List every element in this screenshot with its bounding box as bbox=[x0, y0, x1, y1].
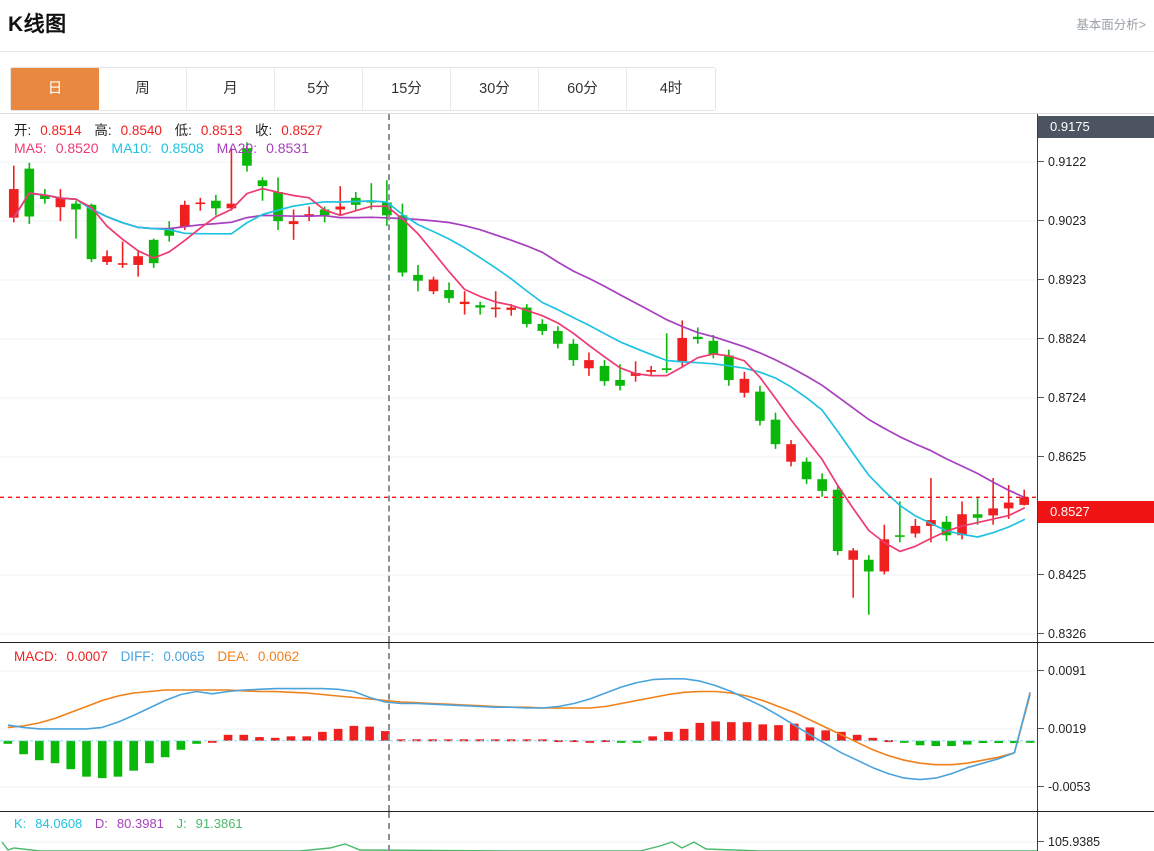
tab-4hour[interactable]: 4时 bbox=[627, 68, 715, 110]
crosshair-vertical-line-kdj bbox=[388, 812, 390, 851]
ma10-value: 0.8508 bbox=[160, 140, 204, 156]
kdj-k-value: 84.0608 bbox=[35, 816, 83, 831]
price-tick-label: 0.9122 bbox=[1048, 155, 1087, 169]
kdj-tick-label: 105.9385 bbox=[1048, 835, 1101, 849]
kdj-j-value: 91.3861 bbox=[195, 816, 243, 831]
tab-5min[interactable]: 5分 bbox=[275, 68, 363, 110]
kdj-plot-area[interactable] bbox=[0, 812, 1038, 851]
kdj-j-label: J: bbox=[176, 816, 187, 831]
price-tick-label: 0.8326 bbox=[1048, 627, 1087, 641]
price-tick-4: 0.8724 bbox=[1038, 390, 1154, 406]
tab-week[interactable]: 周 bbox=[99, 68, 187, 110]
crosshair-vertical-line-macd bbox=[388, 643, 390, 811]
open-value: 0.8514 bbox=[40, 123, 82, 138]
kdj-tick-0: 105.9385 bbox=[1038, 834, 1154, 850]
kdj-legend: K: 84.0608 D: 80.3981 J: 91.3861 bbox=[14, 816, 252, 831]
price-tick-label: 0.8824 bbox=[1048, 332, 1087, 346]
price-tick-7: 0.8326 bbox=[1038, 626, 1154, 642]
candlestick-svg bbox=[0, 142, 1038, 635]
close-value: 0.8527 bbox=[281, 123, 323, 138]
ohlc-legend: 开: 0.8514 高: 0.8540 低: 0.8513 收: 0.8527 bbox=[14, 119, 332, 139]
ma20-label: MA20: bbox=[216, 140, 258, 156]
price-tick-6: 0.8425 bbox=[1038, 567, 1154, 583]
high-value: 0.8540 bbox=[120, 123, 162, 138]
tab-60min[interactable]: 60分 bbox=[539, 68, 627, 110]
ma20-value: 0.8531 bbox=[266, 140, 309, 156]
current-price-badge: 0.8527 bbox=[1038, 501, 1154, 523]
price-tick-label: 0.8724 bbox=[1048, 391, 1087, 405]
price-tick-1: 0.9023 bbox=[1038, 213, 1154, 229]
chart-container: 开: 0.8514 高: 0.8540 低: 0.8513 收: 0.8527 MA5:… bbox=[0, 113, 1154, 851]
macd-value: 0.0007 bbox=[66, 649, 108, 664]
price-tick-label: 0.8425 bbox=[1048, 568, 1087, 582]
macd-tick-label: -0.0053 bbox=[1048, 780, 1091, 794]
price-tick-label: 0.8625 bbox=[1048, 450, 1087, 464]
macd-tick-label: 0.0091 bbox=[1048, 664, 1087, 678]
diff-label: DIFF: bbox=[120, 649, 155, 664]
ma5-label: MA5: bbox=[14, 140, 47, 156]
low-value: 0.8513 bbox=[200, 123, 243, 138]
tab-month[interactable]: 月 bbox=[187, 68, 275, 110]
kdj-svg bbox=[0, 841, 1038, 851]
kdj-panel[interactable]: K: 84.0608 D: 80.3981 J: 91.3861 105.9385 bbox=[0, 812, 1154, 851]
macd-legend: MACD: 0.0007 DIFF: 0.0065 DEA: 0.0062 bbox=[14, 649, 308, 664]
price-tick-label: 0.9023 bbox=[1048, 214, 1087, 228]
crosshair-vertical-line bbox=[388, 114, 390, 642]
timeframe-tabbar: 日 周 月 5分 15分 30分 60分 4时 bbox=[10, 67, 716, 111]
candlestick-panel[interactable]: 开: 0.8514 高: 0.8540 低: 0.8513 收: 0.8527 MA5:… bbox=[0, 113, 1154, 643]
page-header: K线图 基本面分析> bbox=[0, 0, 1154, 52]
kdj-axis: 105.9385 bbox=[1037, 812, 1154, 851]
dea-value: 0.0062 bbox=[257, 649, 300, 664]
open-label: 开: bbox=[14, 123, 32, 138]
tab-30min[interactable]: 30分 bbox=[451, 68, 539, 110]
price-tick-label: 0.8923 bbox=[1048, 273, 1087, 287]
macd-panel[interactable]: MACD: 0.0007 DIFF: 0.0065 DEA: 0.0062 0.009… bbox=[0, 643, 1154, 812]
macd-label: MACD: bbox=[14, 649, 58, 664]
page-title: K线图 bbox=[8, 13, 67, 36]
diff-value: 0.0065 bbox=[163, 649, 205, 664]
price-tick-2: 0.8923 bbox=[1038, 272, 1154, 288]
kdj-k-label: K: bbox=[14, 816, 27, 831]
macd-tick-0: 0.0091 bbox=[1038, 663, 1154, 679]
tab-15min[interactable]: 15分 bbox=[363, 68, 451, 110]
ma5-value: 0.8520 bbox=[55, 140, 99, 156]
low-label: 低: bbox=[174, 123, 192, 138]
macd-tick-2: -0.0053 bbox=[1038, 779, 1154, 795]
price-tick-3: 0.8824 bbox=[1038, 331, 1154, 347]
price-axis-top-badge: 0.9175 bbox=[1038, 116, 1154, 138]
candlestick-plot-area[interactable] bbox=[0, 114, 1038, 642]
tab-day[interactable]: 日 bbox=[11, 68, 99, 110]
ma-legend: MA5: 0.8520 MA10: 0.8508 MA20: 0.8531 bbox=[14, 140, 318, 156]
kdj-d-label: D: bbox=[94, 816, 108, 831]
price-tick-0: 0.9122 bbox=[1038, 154, 1154, 170]
fundamental-analysis-link[interactable]: 基本面分析> bbox=[1076, 18, 1146, 32]
price-tick-5: 0.8625 bbox=[1038, 449, 1154, 465]
macd-svg bbox=[0, 670, 1038, 788]
close-label: 收: bbox=[254, 123, 273, 138]
high-label: 高: bbox=[94, 123, 112, 138]
dea-label: DEA: bbox=[217, 649, 249, 664]
price-axis: 0.9175 0.9122 0.9023 0.8923 0.8824 0.872… bbox=[1037, 114, 1154, 642]
kdj-d-value: 80.3981 bbox=[116, 816, 164, 831]
ma10-label: MA10: bbox=[111, 140, 152, 156]
macd-axis: 0.0091 0.0019 -0.0053 bbox=[1037, 643, 1154, 811]
macd-tick-1: 0.0019 bbox=[1038, 721, 1154, 737]
macd-tick-label: 0.0019 bbox=[1048, 722, 1087, 736]
macd-plot-area[interactable] bbox=[0, 643, 1038, 811]
